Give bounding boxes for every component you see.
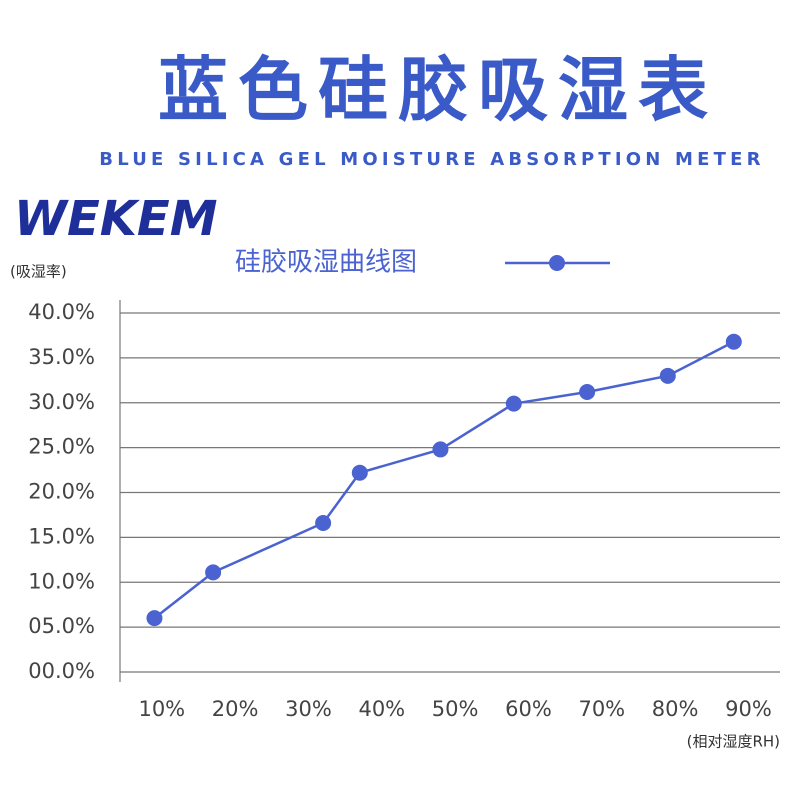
data-point: [579, 383, 596, 400]
data-point: [432, 441, 449, 458]
chart-title: 蓝色硅胶吸湿表: [158, 49, 718, 131]
chart-subtitle: BLUE SILICA GEL MOISTURE ABSORPTION METE…: [99, 149, 764, 170]
y-tick-label: 25.0%: [28, 435, 95, 459]
x-tick-label: 70%: [578, 697, 625, 721]
y-tick-label: 10.0%: [28, 569, 95, 593]
data-point: [146, 610, 163, 627]
x-tick-label: 30%: [285, 697, 332, 721]
data-point: [351, 464, 368, 481]
y-tick-label: 00.0%: [28, 659, 95, 683]
data-point: [505, 395, 522, 412]
y-tick-label: 15.0%: [28, 524, 95, 548]
x-tick-label: 20%: [212, 697, 259, 721]
data-line: [153, 340, 735, 620]
y-tick-label: 20.0%: [28, 480, 95, 504]
brand: WEKEM: [14, 191, 217, 247]
x-tick-label: 80%: [652, 697, 699, 721]
y-tick-label: 30.0%: [28, 390, 95, 414]
data-point: [205, 564, 222, 581]
y-axis-label: (吸湿率): [10, 263, 67, 281]
x-tick-label: 50%: [432, 697, 479, 721]
legend-label: 硅胶吸湿曲线图: [235, 248, 417, 278]
x-tick-label: 60%: [505, 697, 552, 721]
x-tick-label: 40%: [358, 697, 405, 721]
y-tick-label: 35.0%: [28, 345, 95, 369]
x-tick-label: 90%: [725, 697, 772, 721]
legend-marker: [549, 255, 565, 271]
x-tick-label: 10%: [138, 697, 185, 721]
y-tick-label: 05.0%: [28, 614, 95, 638]
data-point: [315, 515, 332, 532]
y-tick-label: 40.0%: [28, 300, 95, 324]
data-point: [659, 367, 676, 384]
data-point: [725, 333, 742, 350]
x-axis-label: (相对湿度RH): [687, 733, 780, 751]
